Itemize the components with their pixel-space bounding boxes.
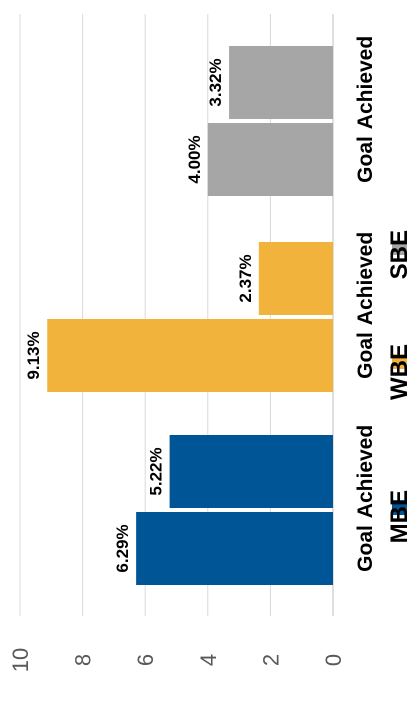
data-label-mbe-goal: 6.29%	[113, 524, 132, 572]
tick-label-0: 0	[321, 654, 346, 666]
tick-label-10: 10	[8, 648, 33, 672]
category-label-sbe-achieved: Achieved	[354, 36, 377, 129]
category-label-wbe-goal: Goal	[354, 332, 377, 379]
data-label-sbe-achieved: 3.32%	[206, 58, 225, 106]
axis-ticks: 0 2 4 6 8 10	[8, 648, 346, 672]
bar-wbe-goal	[47, 319, 334, 392]
data-label-wbe-achieved: 2.37%	[236, 254, 255, 302]
tick-label-6: 6	[133, 654, 158, 666]
bar-mbe-achieved	[169, 435, 333, 508]
legend-swatch-mbe	[392, 500, 407, 515]
category-labels: Goal Achieved Goal Achieved Goal Achieved	[354, 36, 377, 572]
tick-label-8: 8	[71, 654, 96, 666]
legend-label-sbe: SBE	[386, 230, 410, 279]
category-label-wbe-achieved: Achieved	[354, 232, 377, 325]
tick-label-2: 2	[258, 654, 283, 666]
data-label-wbe-goal: 9.13%	[24, 331, 43, 379]
bar-sbe-goal	[207, 123, 333, 196]
data-label-sbe-goal: 4.00%	[185, 135, 204, 183]
data-labels: 6.29% 5.22% 9.13% 2.37% 4.00% 3.32%	[24, 58, 255, 572]
legend-swatch-wbe	[392, 354, 407, 369]
bar-mbe-goal	[136, 512, 333, 585]
category-label-mbe-achieved: Achieved	[354, 425, 377, 518]
data-label-mbe-achieved: 5.22%	[147, 447, 166, 495]
category-label-mbe-goal: Goal	[354, 525, 377, 572]
legend-label-mbe: MBE	[386, 490, 410, 543]
legend: MBE WBE SBE	[386, 230, 410, 543]
tick-label-4: 4	[196, 654, 221, 666]
bars	[47, 46, 334, 585]
legend-label-wbe: WBE	[386, 344, 410, 400]
category-label-sbe-goal: Goal	[354, 136, 377, 183]
bar-sbe-achieved	[229, 46, 333, 119]
bar-wbe-achieved	[258, 242, 333, 315]
legend-swatch-sbe	[392, 240, 407, 255]
